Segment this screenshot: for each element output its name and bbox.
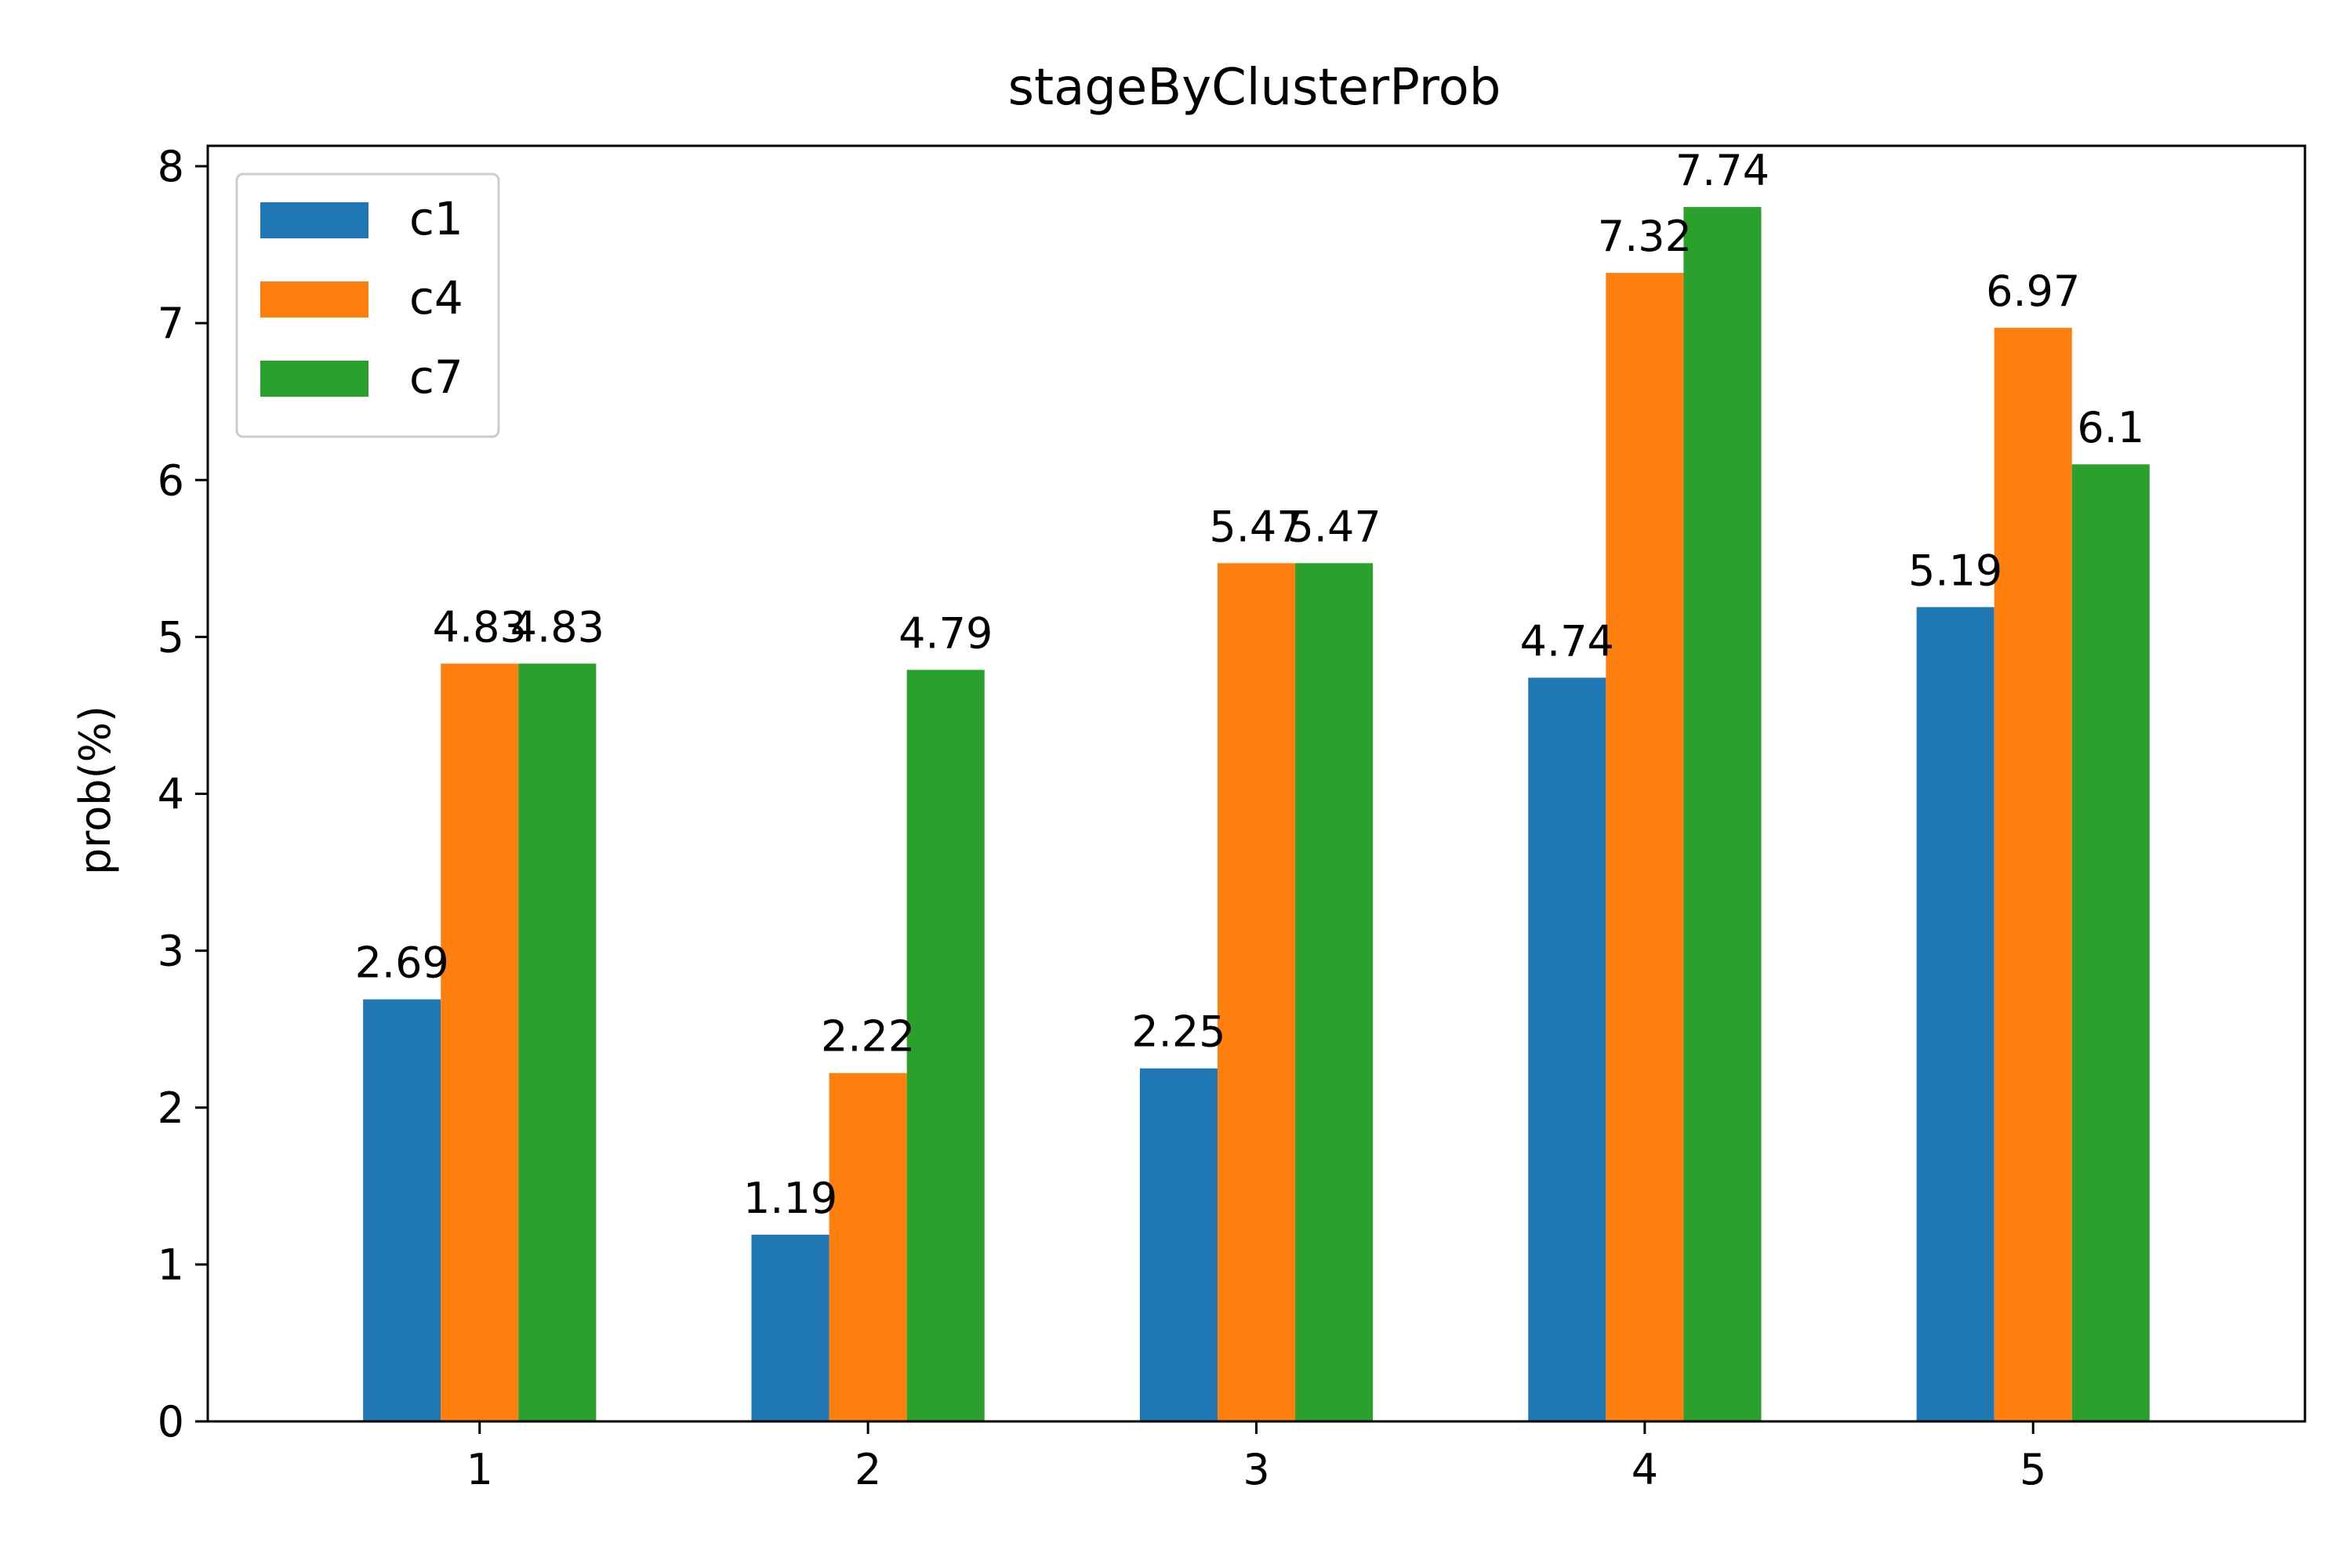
axes-layer: 0 1 2 3 4 5 6 7 8 1 2 3 4 5 [158,142,2307,1494]
data-label-c1-5: 5.19 [1908,546,2002,595]
legend-label-c4: c4 [409,271,463,325]
data-label-c1-1: 2.69 [355,938,449,988]
y-tick-label-2: 2 [158,1083,184,1133]
y-tick-label-3: 3 [158,927,184,976]
legend-swatch-c1 [260,202,368,238]
data-label-c4-1: 4.83 [433,602,527,652]
y-tick-label-4: 4 [158,770,184,819]
bar-c1-2 [751,1234,829,1421]
data-label-c4-5: 6.97 [1986,267,2080,316]
bar-c7-2 [906,670,985,1421]
y-tick-label-6: 6 [158,456,184,505]
data-label-c4-3: 5.47 [1209,502,1303,551]
y-axis-label: prob(%) [71,706,120,875]
bar-c1-5 [1916,607,1994,1422]
bar-c4-2 [829,1073,907,1421]
y-tick-label-0: 0 [158,1397,184,1446]
y-tick-label-7: 7 [158,299,184,348]
y-tick-label-5: 5 [158,612,184,662]
bar-c7-3 [1295,563,1374,1422]
bar-c7-5 [2071,464,2150,1421]
data-label-c7-5: 6.1 [2077,403,2144,452]
data-label-c7-2: 4.79 [898,608,993,658]
bar-c4-1 [441,663,519,1421]
legend-swatch-c4 [260,281,368,318]
bar-c1-4 [1528,677,1606,1421]
data-label-c1-2: 1.19 [743,1174,837,1223]
y-tick-label-8: 8 [158,142,184,191]
bar-c7-4 [1683,207,1762,1421]
data-label-c1-3: 2.25 [1131,1007,1225,1057]
x-tick-label-5: 5 [2020,1445,2046,1494]
bar-c4-4 [1606,273,1684,1422]
data-labels-layer: 2.69 1.19 2.25 4.74 5.19 4.83 2.22 5.47 7.32 6.97… [355,146,2145,1223]
legend-swatch-c7 [260,361,368,397]
bar-c4-5 [1994,328,2072,1421]
data-label-c7-4: 7.74 [1675,146,1769,195]
x-tick-label-1: 1 [466,1445,493,1494]
data-label-c4-2: 2.22 [821,1012,915,1062]
legend-label-c1: c1 [409,192,463,245]
x-tick-label-2: 2 [855,1445,881,1494]
bar-c1-3 [1139,1068,1218,1421]
data-label-c7-1: 4.83 [510,602,604,652]
bar-c7-1 [518,663,597,1421]
legend: c1 c4 c7 [235,172,500,438]
x-tick-label-3: 3 [1243,1445,1269,1494]
data-label-c7-3: 5.47 [1287,502,1381,551]
bar-c1-1 [363,999,441,1421]
data-label-c1-4: 4.74 [1520,616,1614,666]
bar-c4-3 [1217,563,1296,1422]
legend-label-c7: c7 [409,350,463,404]
x-tick-label-4: 4 [1632,1445,1658,1494]
bars-layer [363,207,2150,1422]
chart-title: stageByClusterProb [1008,59,1501,117]
y-tick-label-1: 1 [158,1240,184,1290]
data-label-c4-4: 7.32 [1598,212,1692,261]
